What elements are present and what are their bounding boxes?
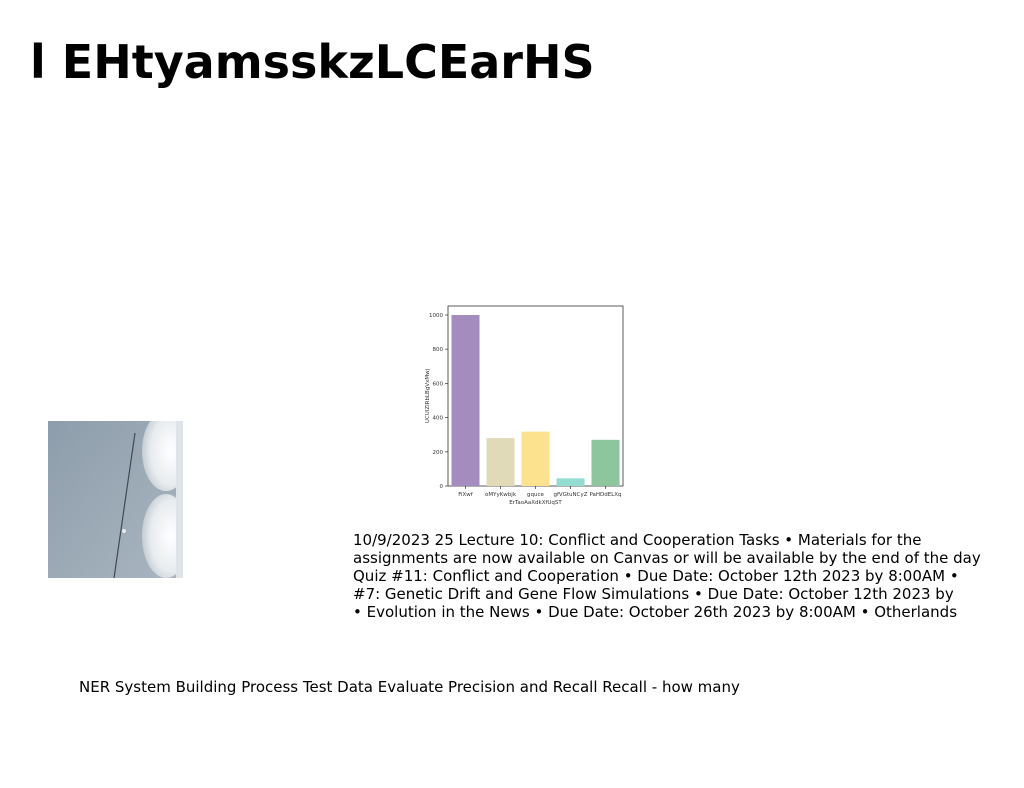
caption-text: NER System Building Process Test Data Ev… [79, 678, 740, 696]
x-tick-label: gquce [527, 492, 544, 498]
announcement-paragraph: 10/9/2023 25 Lecture 10: Conflict and Co… [353, 531, 981, 621]
page-title: l EHtyamsskzLCEarHS [30, 35, 595, 89]
bar-chart: 0 200 400 600 800 1000 FiXwf oMYyKwbjk gquce gfVG… [418, 300, 633, 512]
bar [591, 439, 620, 486]
bar [451, 315, 480, 486]
bar-chart-svg: 0 200 400 600 800 1000 FiXwf oMYyKwbjk gquce gfVG… [425, 305, 624, 506]
bar [486, 438, 515, 486]
x-tick-label: FiXwf [458, 492, 474, 498]
paragraph-line: Quiz #11: Conflict and Cooperation • Due… [353, 567, 959, 585]
y-tick-label: 800 [433, 347, 444, 353]
y-tick-label: 200 [433, 450, 444, 456]
x-axis-label: ErTaoAaXdkXfUqST [509, 500, 562, 506]
y-tick-label: 0 [440, 484, 444, 490]
y-tick-label: 600 [433, 381, 444, 387]
y-tick-label: 1000 [429, 313, 443, 319]
paragraph-line: 10/9/2023 25 Lecture 10: Conflict and Co… [353, 531, 922, 549]
y-tick-label: 400 [433, 416, 444, 422]
x-tick-label: gfVGtuNCyZ [553, 492, 587, 498]
bar [521, 431, 550, 486]
bar [556, 478, 585, 486]
y-axis-label: UCUIZlRbLBgVxMwj [425, 368, 431, 423]
x-tick-label: oMYyKwbjk [485, 492, 517, 498]
paragraph-line: • Evolution in the News • Due Date: Octo… [353, 603, 958, 621]
x-tick-label: PaHDdELXq [589, 492, 621, 498]
paragraph-line: assignments are now available on Canvas … [353, 549, 981, 567]
paragraph-line: #7: Genetic Drift and Gene Flow Simulati… [353, 585, 954, 603]
photo-graphic [48, 421, 183, 578]
photo [48, 421, 183, 578]
